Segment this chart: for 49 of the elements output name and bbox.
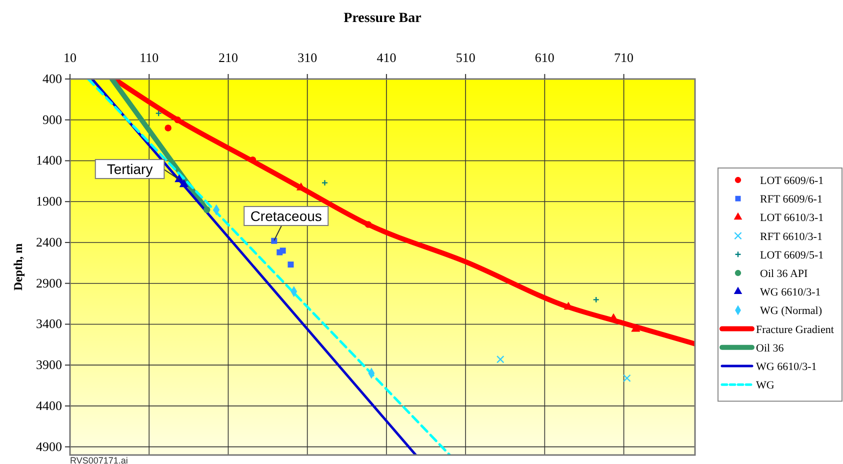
point [271, 238, 278, 244]
x-tick-label: 310 [298, 50, 318, 65]
y-tick-label: 3900 [36, 357, 62, 372]
x-axis-title: Pressure Bar [344, 11, 422, 26]
text: RVS007171.ai [70, 456, 128, 464]
y-tick-label: 1400 [36, 152, 62, 168]
legend-label: LOT 6609/5-1 [760, 249, 824, 262]
legend-label: WG [756, 380, 774, 392]
point [321, 179, 328, 186]
point [592, 296, 600, 304]
y-tick-label: 2400 [36, 234, 62, 250]
y-axis-title: Depth, m [11, 243, 25, 291]
y-tick-label: 400 [42, 71, 62, 86]
legend-label: LOT 6609/6-1 [760, 175, 824, 187]
point [364, 221, 372, 228]
y-tick-label: 900 [42, 112, 62, 127]
legend-label: Oil 36 [756, 342, 784, 354]
y-tick-label: 1900 [36, 194, 62, 209]
y-tick-label: 4900 [36, 438, 62, 454]
y-tick-label: 3400 [36, 316, 62, 332]
x-tick-label: 10 [64, 50, 76, 65]
point [164, 124, 172, 132]
legend-label: LOT 6610/3-1 [760, 212, 824, 224]
y-tick-label: 4400 [36, 398, 62, 413]
point [288, 262, 294, 268]
legend-label: Oil 36 API [760, 268, 808, 280]
point [179, 179, 188, 188]
point [496, 355, 504, 364]
x-tick-label: 610 [534, 50, 554, 65]
x-tick-label: 410 [376, 50, 396, 65]
legend-label: RFT 6609/6-1 [760, 194, 822, 206]
annotation: Cretaceous [250, 208, 322, 224]
legend-label: WG 6610/3-1 [756, 361, 817, 373]
legend-label: RFT 6610/3-1 [760, 230, 822, 243]
x-tick-label: 110 [140, 50, 159, 65]
x-tick-label: 710 [614, 50, 634, 65]
legend-label: WG (Normal) [760, 305, 822, 318]
point [623, 374, 631, 382]
point [280, 248, 286, 254]
annotation: Tertiary [106, 161, 153, 178]
point [203, 206, 210, 214]
legend-label: WG 6610/3-1 [760, 286, 821, 299]
legend-label: Fracture Gradient [756, 324, 834, 336]
point [631, 324, 640, 332]
y-tick-label: 2900 [36, 275, 62, 290]
point [174, 116, 181, 124]
x-tick-label: 510 [456, 50, 476, 65]
point [155, 110, 162, 117]
x-tick-label: 210 [218, 50, 238, 65]
